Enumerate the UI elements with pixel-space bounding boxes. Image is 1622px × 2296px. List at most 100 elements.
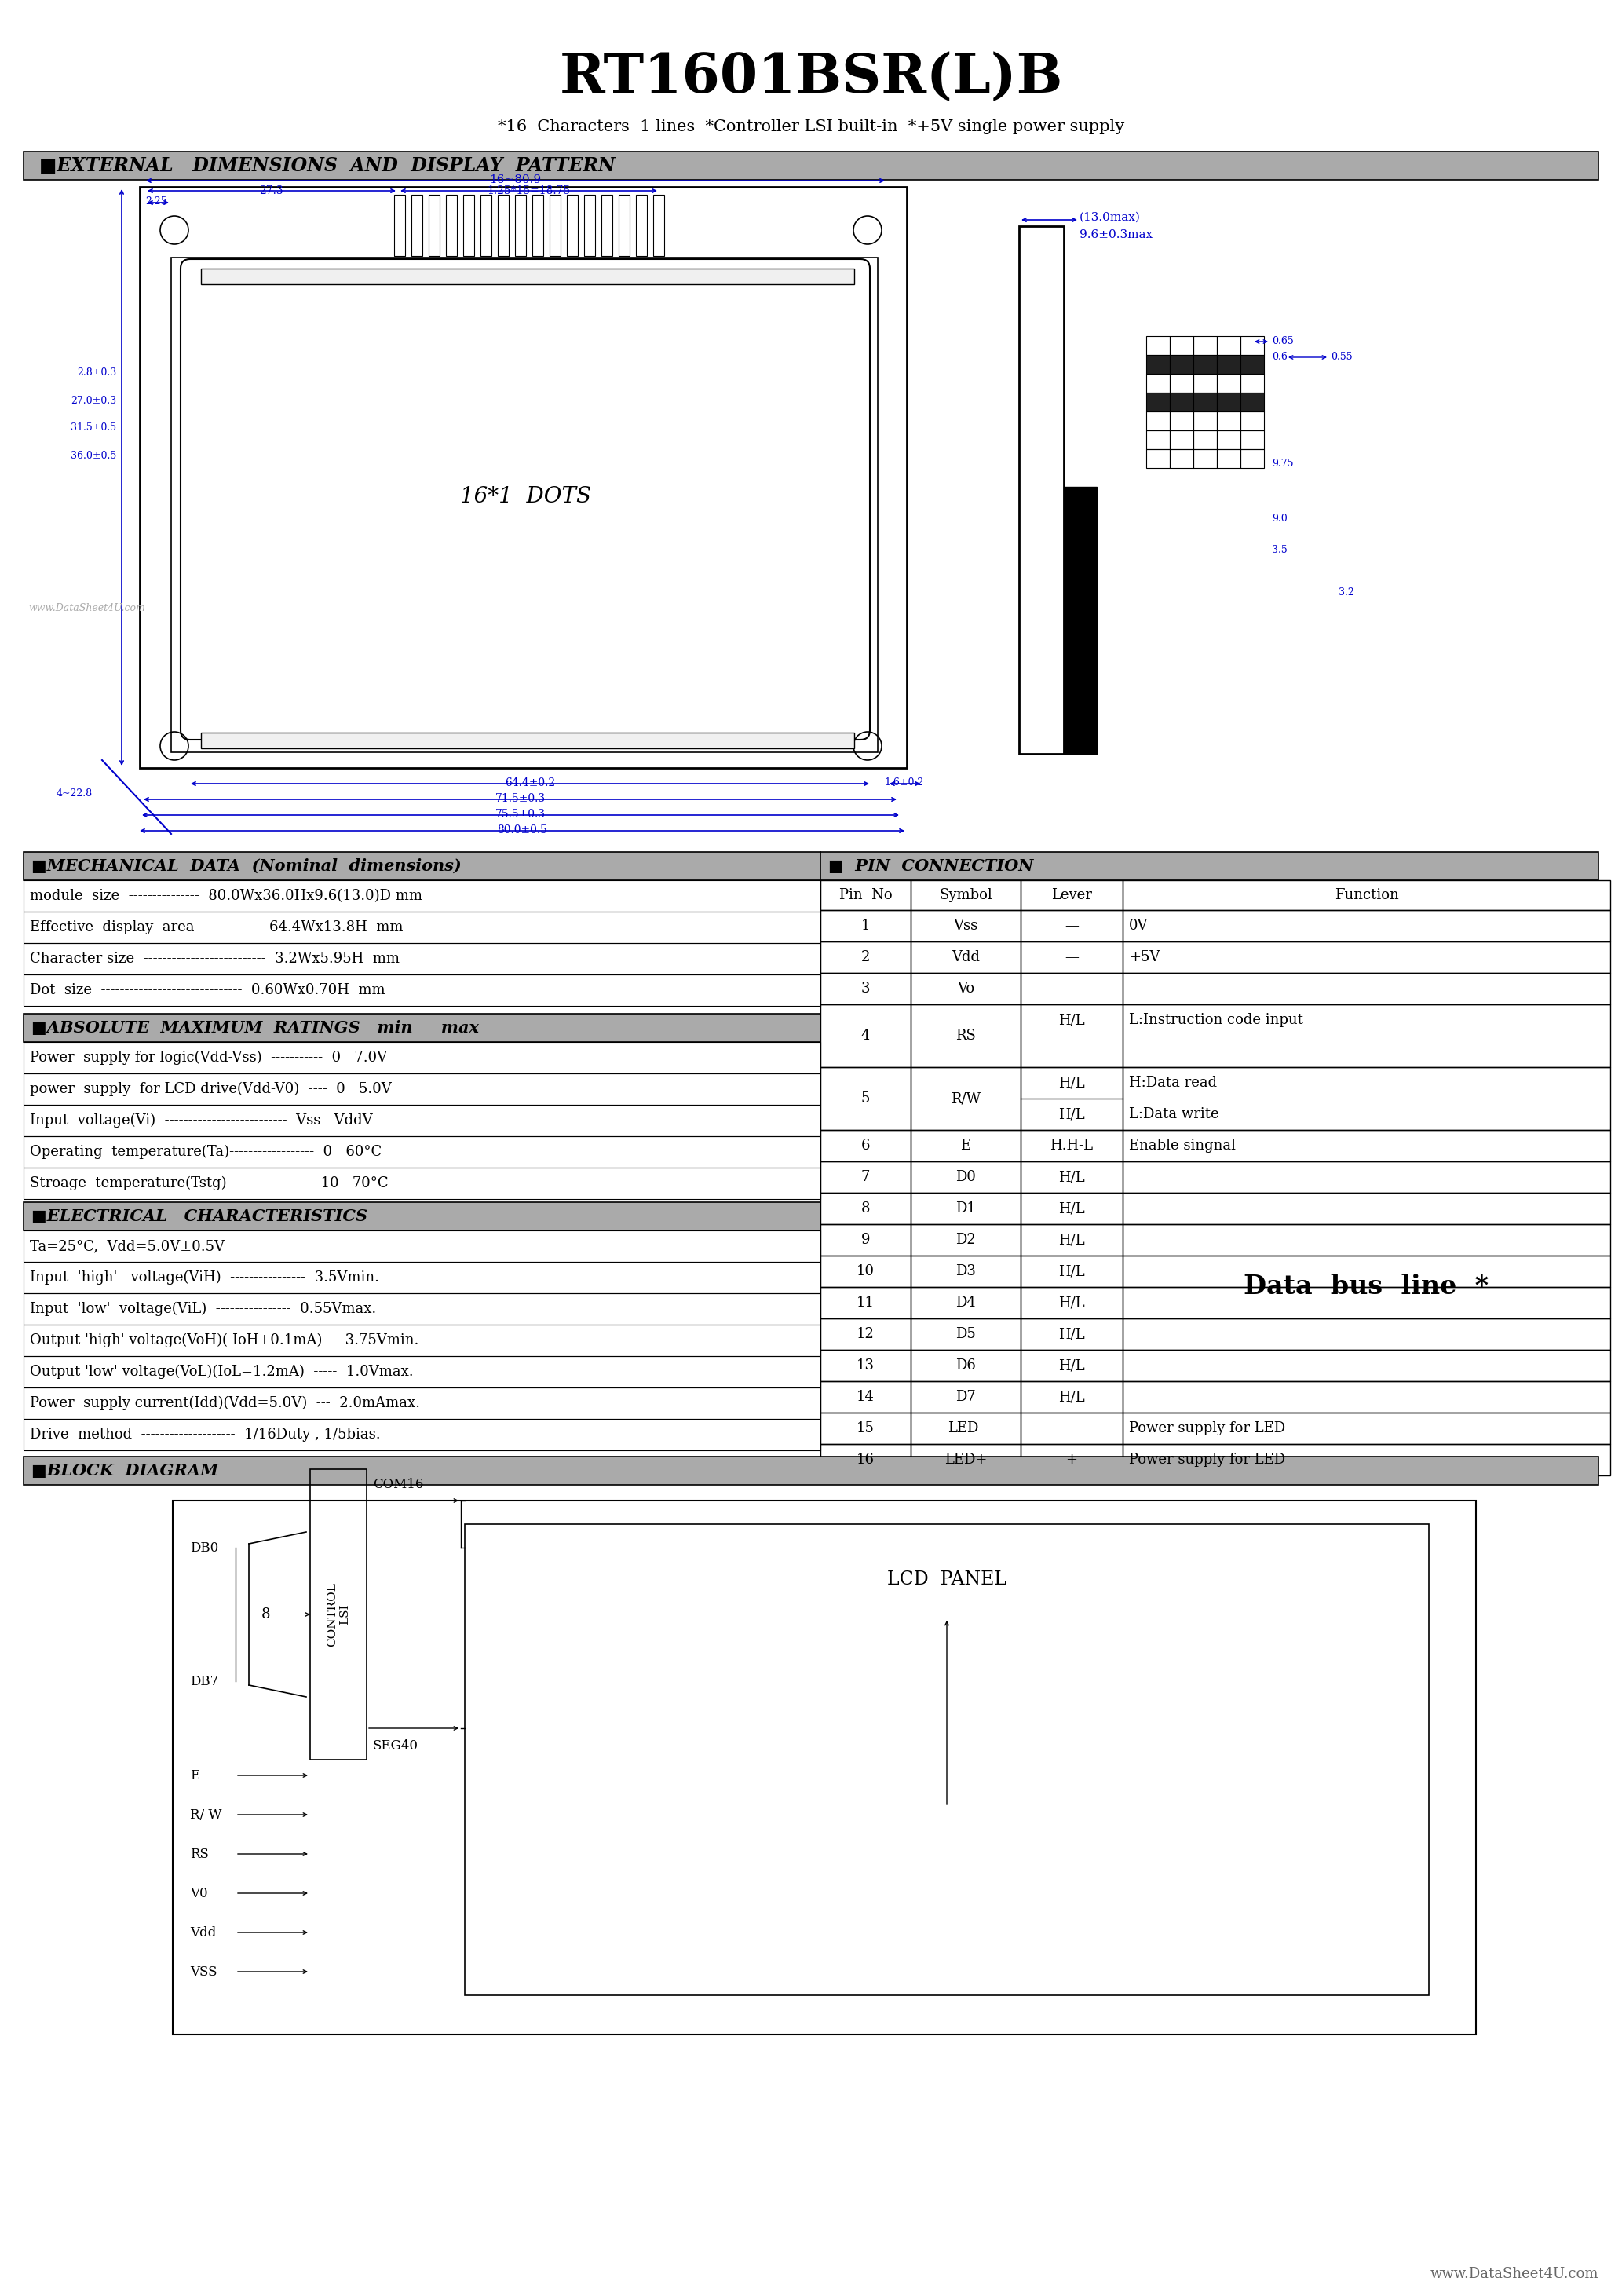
Bar [24, 852, 821, 879]
Text: Vdd: Vdd [952, 951, 980, 964]
Bar [172, 257, 878, 753]
Bar [1194, 450, 1216, 468]
Bar [1122, 1224, 1611, 1256]
Text: 36.0±0.5: 36.0±0.5 [70, 450, 117, 461]
Bar [172, 1502, 1476, 2034]
Text: module  size  ---------------  80.0Wx36.0Hx9.6(13.0)D mm: module size --------------- 80.0Wx36.0Hx… [29, 889, 422, 902]
Text: R/ W: R/ W [190, 1807, 222, 1821]
Text: Dot  size  ------------------------------  0.60Wx0.70H  mm: Dot size ------------------------------ … [29, 983, 384, 996]
Text: 4~22.8: 4~22.8 [57, 788, 92, 799]
Text: Power  supply current(Idd)(Vdd=5.0V)  ---  2.0mAmax.: Power supply current(Idd)(Vdd=5.0V) --- … [29, 1396, 420, 1410]
Bar [910, 1003, 1020, 1068]
Text: D1: D1 [955, 1201, 976, 1215]
Text: VSS: VSS [190, 1965, 217, 1979]
Bar [24, 1075, 821, 1104]
Text: H:Data read: H:Data read [1129, 1077, 1216, 1091]
Bar [1194, 374, 1216, 393]
Bar [1020, 1256, 1122, 1288]
Text: +: + [1066, 1453, 1077, 1467]
Bar [24, 1387, 821, 1419]
Text: Input  'low'  voltage(ViL)  ----------------  0.55Vmax.: Input 'low' voltage(ViL) ---------------… [29, 1302, 376, 1316]
Text: —: — [1129, 980, 1144, 996]
Bar [910, 909, 1020, 941]
Bar [446, 195, 457, 255]
Text: H/L: H/L [1059, 1327, 1085, 1341]
Text: 1.6±0.2: 1.6±0.2 [884, 778, 925, 788]
Text: 2.25: 2.25 [146, 195, 167, 207]
Text: 3.2: 3.2 [1338, 588, 1354, 597]
Text: 1.25*15=18.75: 1.25*15=18.75 [487, 186, 569, 195]
Text: H/L: H/L [1059, 1295, 1085, 1309]
Bar [1147, 335, 1169, 356]
Text: D4: D4 [955, 1295, 976, 1309]
Bar [821, 1192, 910, 1224]
Text: 27.3: 27.3 [260, 186, 282, 195]
Text: 27.0±0.3: 27.0±0.3 [71, 395, 117, 406]
Text: E: E [190, 1768, 200, 1782]
Bar [24, 1169, 821, 1199]
Text: 1: 1 [861, 918, 869, 932]
Text: 0.55: 0.55 [1330, 351, 1353, 363]
Bar [1147, 429, 1169, 450]
Text: Power supply for LED: Power supply for LED [1129, 1421, 1285, 1435]
Bar [1216, 356, 1241, 374]
Text: H/L: H/L [1059, 1171, 1085, 1185]
Text: Effective  display  area--------------  64.4Wx13.8H  mm: Effective display area-------------- 64.… [29, 921, 404, 934]
Bar [1241, 450, 1264, 468]
Bar [1241, 335, 1264, 356]
Bar [1020, 941, 1122, 974]
Text: 11: 11 [856, 1295, 874, 1309]
Bar [24, 1042, 821, 1075]
Bar [636, 195, 647, 255]
Bar [1020, 1318, 1122, 1350]
Bar [821, 1350, 910, 1382]
Bar [618, 195, 629, 255]
Text: H/L: H/L [1059, 1233, 1085, 1247]
Bar [1020, 1382, 1122, 1412]
Text: 7: 7 [861, 1171, 869, 1185]
Bar [1020, 909, 1122, 941]
Text: ■BLOCK  DIAGRAM: ■BLOCK DIAGRAM [31, 1463, 219, 1479]
Bar [24, 1325, 821, 1357]
Text: 4: 4 [861, 1029, 869, 1042]
Text: Vdd: Vdd [190, 1926, 216, 1940]
Text: 6: 6 [861, 1139, 869, 1153]
Text: DB0: DB0 [190, 1541, 219, 1554]
Bar [1169, 356, 1194, 374]
Text: Output 'high' voltage(VoH)(-IoH+0.1mA) --  3.75Vmin.: Output 'high' voltage(VoH)(-IoH+0.1mA) -… [29, 1334, 418, 1348]
Text: Drive  method  --------------------  1/16Duty , 1/5bias.: Drive method -------------------- 1/16Du… [29, 1428, 381, 1442]
Text: H/L: H/L [1059, 1107, 1085, 1120]
Text: E: E [960, 1139, 972, 1153]
Text: 14: 14 [856, 1389, 874, 1403]
Bar [654, 195, 663, 255]
Bar [821, 1444, 910, 1476]
Bar [1019, 225, 1064, 753]
Bar [1122, 909, 1611, 941]
Text: 8: 8 [861, 1201, 869, 1215]
Bar [1216, 411, 1241, 429]
Bar [1122, 941, 1611, 974]
Text: www.DataSheet4U.com: www.DataSheet4U.com [28, 604, 144, 613]
Bar [466, 1525, 1429, 1995]
Text: 16*1  DOTS: 16*1 DOTS [459, 487, 590, 507]
Text: RT1601BSR(L)B: RT1601BSR(L)B [560, 51, 1062, 103]
Text: H/L: H/L [1059, 1359, 1085, 1373]
Bar [201, 732, 855, 748]
Bar [1020, 974, 1122, 1003]
Bar [1241, 393, 1264, 411]
Bar [821, 1288, 910, 1318]
Bar [1122, 1288, 1611, 1318]
Bar [910, 1350, 1020, 1382]
Text: 75.5±0.3: 75.5±0.3 [495, 808, 545, 820]
Text: Operating  temperature(Ta)------------------  0   60°C: Operating temperature(Ta)---------------… [29, 1146, 381, 1159]
Bar [428, 195, 440, 255]
Bar [1169, 335, 1194, 356]
Bar [821, 1130, 910, 1162]
Bar [24, 1293, 821, 1325]
Bar [24, 1137, 821, 1169]
Text: 2.8±0.3: 2.8±0.3 [76, 367, 117, 379]
Bar [464, 195, 474, 255]
Text: Character size  --------------------------  3.2Wx5.95H  mm: Character size -------------------------… [29, 953, 399, 967]
Bar [24, 879, 821, 912]
Bar [1169, 429, 1194, 450]
